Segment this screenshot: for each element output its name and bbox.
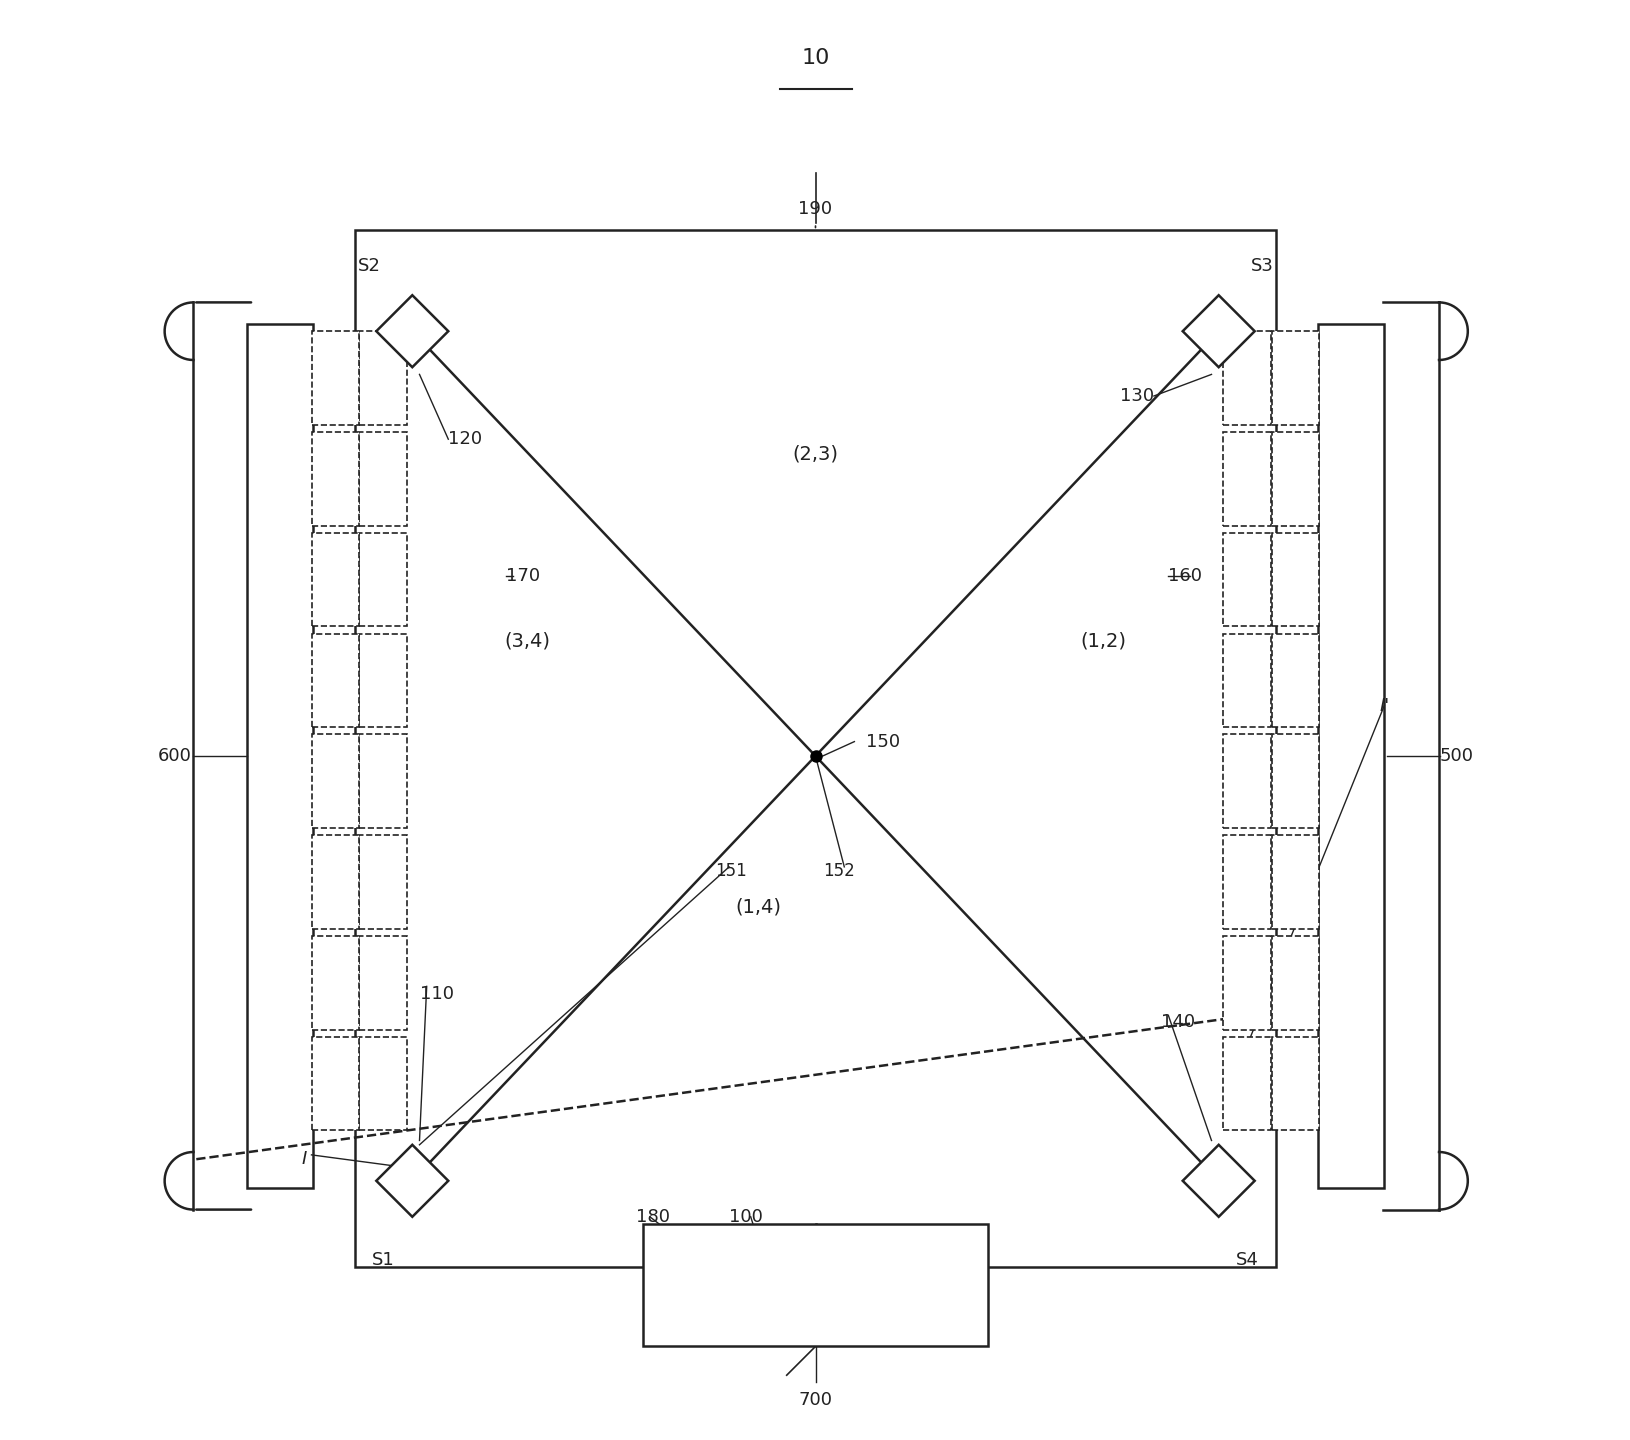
FancyBboxPatch shape (359, 331, 406, 425)
FancyBboxPatch shape (359, 734, 406, 828)
Text: 110: 110 (419, 985, 453, 1002)
Text: 120: 120 (448, 431, 482, 448)
Text: 700: 700 (799, 1391, 831, 1408)
Bar (1317, 324, 1384, 1188)
Text: 10: 10 (800, 48, 830, 68)
FancyBboxPatch shape (359, 432, 406, 526)
FancyBboxPatch shape (1271, 835, 1319, 929)
Text: 140: 140 (1161, 1014, 1195, 1031)
FancyBboxPatch shape (1222, 734, 1270, 828)
FancyBboxPatch shape (1222, 533, 1270, 626)
Text: 500: 500 (1438, 747, 1472, 765)
FancyBboxPatch shape (359, 634, 406, 727)
Text: 170: 170 (505, 567, 540, 585)
FancyBboxPatch shape (1222, 835, 1270, 929)
FancyBboxPatch shape (359, 936, 406, 1030)
Text: 190: 190 (799, 200, 831, 217)
Text: (3,4): (3,4) (504, 631, 551, 651)
Text: I: I (302, 1151, 306, 1168)
Polygon shape (377, 1145, 448, 1217)
Text: PART: PART (794, 1308, 836, 1325)
FancyBboxPatch shape (311, 533, 359, 626)
Text: 152: 152 (822, 863, 854, 880)
Text: 130: 130 (1120, 387, 1152, 405)
Text: 600: 600 (158, 747, 191, 765)
FancyBboxPatch shape (1271, 533, 1319, 626)
FancyBboxPatch shape (311, 835, 359, 929)
FancyBboxPatch shape (1271, 936, 1319, 1030)
Text: I': I' (1379, 697, 1389, 714)
FancyBboxPatch shape (1271, 634, 1319, 727)
Text: (1,4): (1,4) (735, 897, 781, 917)
FancyBboxPatch shape (311, 1037, 359, 1130)
FancyBboxPatch shape (1222, 936, 1270, 1030)
Text: S2: S2 (357, 258, 380, 275)
Bar (246, 324, 313, 1188)
FancyBboxPatch shape (1271, 432, 1319, 526)
Text: 100: 100 (729, 1208, 763, 1225)
Text: S4: S4 (1236, 1251, 1258, 1269)
Text: S3: S3 (1250, 258, 1273, 275)
FancyBboxPatch shape (311, 634, 359, 727)
Text: 180: 180 (636, 1208, 668, 1225)
Polygon shape (377, 295, 448, 367)
Text: (2,3): (2,3) (792, 444, 838, 464)
Text: 151: 151 (714, 863, 747, 880)
FancyBboxPatch shape (1271, 734, 1319, 828)
Text: 150: 150 (866, 733, 900, 750)
Text: (1,2): (1,2) (1079, 631, 1126, 651)
Polygon shape (1182, 1145, 1253, 1217)
FancyBboxPatch shape (1271, 1037, 1319, 1130)
FancyBboxPatch shape (359, 1037, 406, 1130)
FancyBboxPatch shape (359, 533, 406, 626)
FancyBboxPatch shape (311, 734, 359, 828)
FancyBboxPatch shape (1222, 331, 1270, 425)
Text: S1: S1 (372, 1251, 394, 1269)
FancyBboxPatch shape (311, 331, 359, 425)
Text: 160: 160 (1167, 567, 1201, 585)
Text: DETECTING: DETECTING (766, 1259, 864, 1276)
FancyBboxPatch shape (311, 432, 359, 526)
FancyBboxPatch shape (1271, 331, 1319, 425)
Bar (354, 230, 1276, 1267)
FancyBboxPatch shape (1222, 432, 1270, 526)
Polygon shape (1182, 295, 1253, 367)
FancyBboxPatch shape (1222, 1037, 1270, 1130)
FancyBboxPatch shape (1222, 634, 1270, 727)
Bar (642, 1224, 988, 1346)
FancyBboxPatch shape (311, 936, 359, 1030)
FancyBboxPatch shape (359, 835, 406, 929)
